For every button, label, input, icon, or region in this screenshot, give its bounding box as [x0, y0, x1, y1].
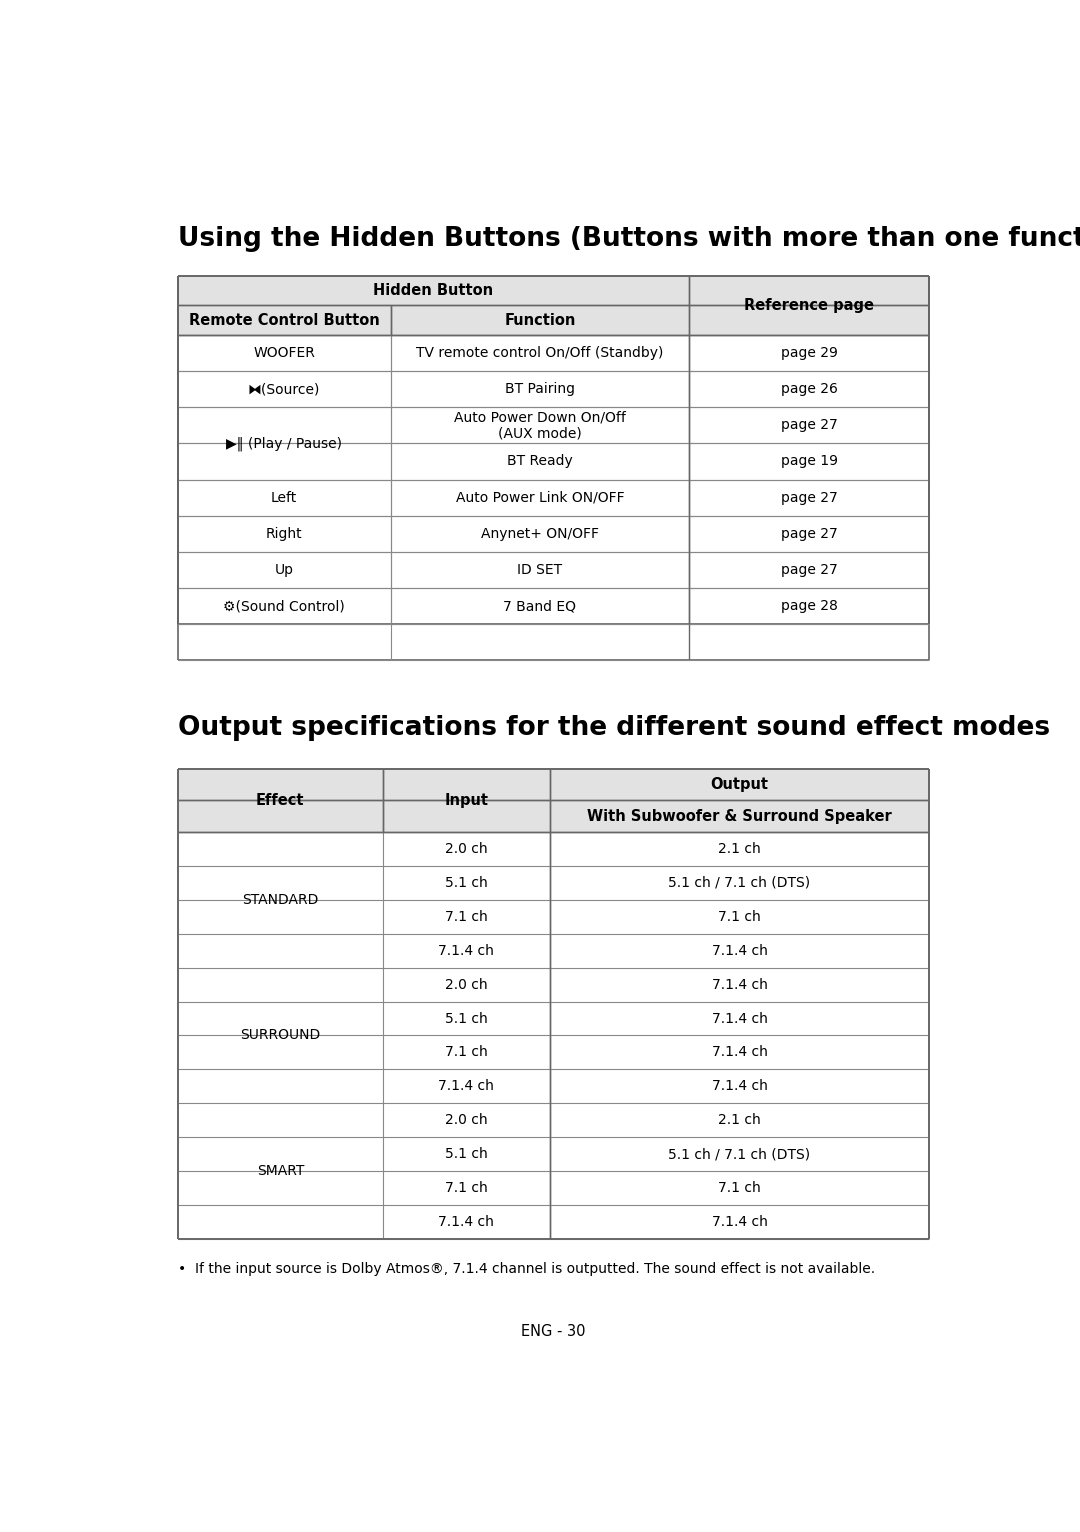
Text: ⧓(Source): ⧓(Source)	[248, 381, 321, 397]
Text: 7.1.4 ch: 7.1.4 ch	[712, 977, 768, 991]
Text: page 27: page 27	[781, 527, 838, 541]
Text: ID SET: ID SET	[517, 562, 563, 578]
Text: Input: Input	[444, 794, 488, 807]
Bar	[177, 769, 383, 832]
Text: Function: Function	[504, 313, 576, 328]
Text: WOOFER: WOOFER	[253, 346, 315, 360]
Text: SMART: SMART	[257, 1164, 303, 1178]
Text: Auto Power Link ON/OFF: Auto Power Link ON/OFF	[456, 490, 624, 504]
Text: 7.1 ch: 7.1 ch	[445, 1181, 488, 1195]
Text: Auto Power Down On/Off
(AUX mode): Auto Power Down On/Off (AUX mode)	[454, 411, 626, 440]
Bar	[177, 276, 689, 336]
Text: 7.1.4 ch: 7.1.4 ch	[712, 1215, 768, 1229]
Bar	[383, 769, 550, 832]
Text: page 27: page 27	[781, 562, 838, 578]
Bar	[177, 832, 930, 1239]
Text: 2.0 ch: 2.0 ch	[445, 843, 488, 856]
Text: 5.1 ch / 7.1 ch (DTS): 5.1 ch / 7.1 ch (DTS)	[669, 1147, 811, 1161]
Text: ⚙(Sound Control): ⚙(Sound Control)	[224, 599, 346, 613]
Text: page 28: page 28	[781, 599, 838, 613]
Text: BT Ready: BT Ready	[508, 455, 572, 469]
Text: 5.1 ch: 5.1 ch	[445, 1147, 488, 1161]
Text: 2.0 ch: 2.0 ch	[445, 1114, 488, 1128]
Text: STANDARD: STANDARD	[242, 893, 319, 907]
Text: •  If the input source is Dolby Atmos®, 7.1.4 channel is outputted. The sound ef: • If the input source is Dolby Atmos®, 7…	[177, 1262, 875, 1276]
Text: 2.1 ch: 2.1 ch	[718, 1114, 761, 1128]
Bar	[177, 336, 930, 624]
Text: ENG - 30: ENG - 30	[522, 1324, 585, 1339]
Text: 5.1 ch: 5.1 ch	[445, 876, 488, 890]
Text: SURROUND: SURROUND	[240, 1028, 321, 1042]
Text: Output: Output	[711, 777, 769, 792]
Text: 7.1 ch: 7.1 ch	[445, 1045, 488, 1060]
Text: 5.1 ch: 5.1 ch	[445, 1011, 488, 1025]
Bar	[177, 336, 930, 660]
Text: 7.1.4 ch: 7.1.4 ch	[712, 944, 768, 958]
Text: With Subwoofer & Surround Speaker: With Subwoofer & Surround Speaker	[588, 809, 892, 824]
Text: page 19: page 19	[781, 455, 838, 469]
Text: 7.1.4 ch: 7.1.4 ch	[438, 944, 495, 958]
Text: 7 Band EQ: 7 Band EQ	[503, 599, 577, 613]
Text: Anynet+ ON/OFF: Anynet+ ON/OFF	[481, 527, 599, 541]
Text: page 26: page 26	[781, 381, 838, 397]
Text: 7.1 ch: 7.1 ch	[445, 910, 488, 924]
Text: Hidden Button: Hidden Button	[374, 283, 494, 299]
Text: Using the Hidden Buttons (Buttons with more than one function): Using the Hidden Buttons (Buttons with m…	[177, 227, 1080, 253]
Text: TV remote control On/Off (Standby): TV remote control On/Off (Standby)	[416, 346, 663, 360]
Text: 7.1.4 ch: 7.1.4 ch	[712, 1045, 768, 1060]
Text: page 29: page 29	[781, 346, 838, 360]
Text: 7.1 ch: 7.1 ch	[718, 910, 761, 924]
Text: 2.1 ch: 2.1 ch	[718, 843, 761, 856]
Text: 7.1.4 ch: 7.1.4 ch	[712, 1011, 768, 1025]
Text: 2.0 ch: 2.0 ch	[445, 977, 488, 991]
Text: BT Pairing: BT Pairing	[505, 381, 575, 397]
Text: Right: Right	[266, 527, 302, 541]
Text: page 27: page 27	[781, 418, 838, 432]
Text: Reference page: Reference page	[744, 299, 874, 313]
Text: page 27: page 27	[781, 490, 838, 504]
Text: Remote Control Button: Remote Control Button	[189, 313, 379, 328]
Text: 7.1.4 ch: 7.1.4 ch	[438, 1215, 495, 1229]
Text: 7.1 ch: 7.1 ch	[718, 1181, 761, 1195]
Text: 7.1.4 ch: 7.1.4 ch	[438, 1079, 495, 1094]
Text: 5.1 ch / 7.1 ch (DTS): 5.1 ch / 7.1 ch (DTS)	[669, 876, 811, 890]
Text: Left: Left	[271, 490, 297, 504]
Text: ▶‖ (Play / Pause): ▶‖ (Play / Pause)	[226, 437, 342, 450]
Bar	[550, 769, 930, 832]
Text: Output specifications for the different sound effect modes: Output specifications for the different …	[177, 715, 1050, 741]
Text: Effect: Effect	[256, 794, 305, 807]
Text: Up: Up	[274, 562, 294, 578]
Bar	[689, 276, 930, 336]
Text: 7.1.4 ch: 7.1.4 ch	[712, 1079, 768, 1094]
